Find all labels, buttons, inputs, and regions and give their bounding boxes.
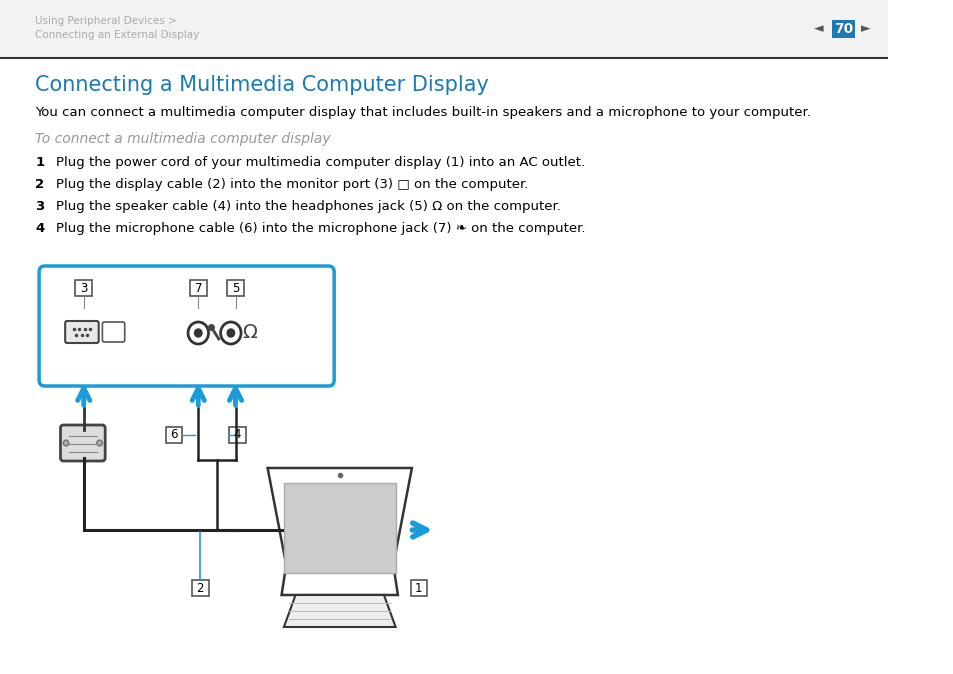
Bar [166, 427, 182, 443]
Text: 2: 2 [196, 582, 204, 594]
Polygon shape [284, 595, 395, 627]
Polygon shape [268, 468, 412, 595]
Text: 6: 6 [171, 429, 177, 441]
Text: Connecting an External Display: Connecting an External Display [35, 30, 199, 40]
Text: 2: 2 [35, 178, 45, 191]
Text: Using Peripheral Devices >: Using Peripheral Devices > [35, 16, 177, 26]
Text: 1: 1 [35, 156, 45, 169]
Circle shape [96, 440, 102, 446]
Text: Plug the microphone cable (6) into the microphone jack (7) ❧ on the computer.: Plug the microphone cable (6) into the m… [56, 222, 585, 235]
FancyBboxPatch shape [39, 266, 334, 386]
FancyBboxPatch shape [60, 425, 105, 461]
Text: 3: 3 [80, 282, 88, 295]
Text: 3: 3 [35, 200, 45, 213]
Bar [192, 580, 209, 596]
Bar [229, 427, 246, 443]
Text: 5: 5 [232, 282, 239, 295]
Bar [227, 280, 244, 296]
Text: ◄: ◄ [814, 22, 823, 36]
Text: Connecting a Multimedia Computer Display: Connecting a Multimedia Computer Display [35, 75, 489, 95]
Text: 70: 70 [833, 22, 852, 36]
Text: 1: 1 [415, 582, 422, 594]
Text: 7: 7 [194, 282, 202, 295]
FancyBboxPatch shape [65, 321, 98, 343]
Circle shape [188, 322, 209, 344]
Bar [190, 280, 207, 296]
Text: Plug the speaker cable (4) into the headphones jack (5) Ω on the computer.: Plug the speaker cable (4) into the head… [56, 200, 560, 213]
FancyBboxPatch shape [102, 322, 125, 342]
Circle shape [63, 440, 69, 446]
Bar [0, 0, 887, 58]
Text: 4: 4 [35, 222, 45, 235]
Circle shape [194, 329, 202, 337]
Text: Plug the display cable (2) into the monitor port (3) □ on the computer.: Plug the display cable (2) into the moni… [56, 178, 528, 191]
Text: Ω: Ω [242, 324, 256, 342]
Circle shape [220, 322, 241, 344]
Bar [75, 280, 92, 296]
Text: 70: 70 [833, 22, 852, 36]
Text: 4: 4 [233, 429, 241, 441]
Bar [831, 20, 854, 38]
Bar [410, 580, 427, 596]
Text: ►: ► [860, 22, 869, 36]
Bar [284, 483, 395, 573]
Circle shape [227, 329, 234, 337]
Text: You can connect a multimedia computer display that includes built-in speakers an: You can connect a multimedia computer di… [35, 106, 810, 119]
Text: To connect a multimedia computer display: To connect a multimedia computer display [35, 132, 331, 146]
Text: Plug the power cord of your multimedia computer display (1) into an AC outlet.: Plug the power cord of your multimedia c… [56, 156, 584, 169]
